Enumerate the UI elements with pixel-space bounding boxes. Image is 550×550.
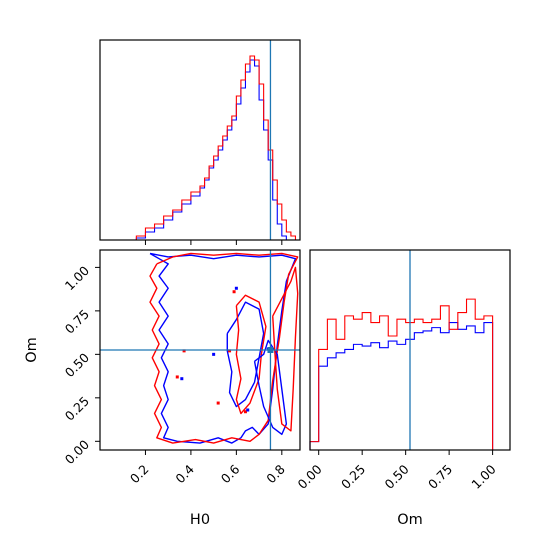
- scatter-ytick-label-3: 0.75: [62, 306, 92, 336]
- om-hist-series-0: [309, 322, 510, 451]
- contour-0: [149, 252, 297, 444]
- panel-h0-om-contours: 0.2 0.4 0.6 0.8 0.00 0.25 0.50 0.75 1.00: [62, 249, 301, 487]
- h0-hist-frame: [99, 39, 301, 241]
- marker-0-3: [243, 410, 247, 414]
- marker-1-1: [234, 286, 238, 290]
- scatter-xtick-label-0: 0.2: [127, 462, 152, 487]
- scatter-xtick-label-2: 0.6: [218, 461, 243, 486]
- scatter-xtick-label-3: 0.8: [263, 461, 288, 486]
- marker-0-0: [182, 349, 186, 353]
- contour-5: [272, 266, 299, 432]
- marker-1-2: [246, 408, 250, 412]
- x-axis-label-h0: H0: [190, 512, 210, 528]
- marker-0-4: [216, 401, 220, 405]
- panel-h0-histogram: [99, 39, 301, 245]
- scatter-frame: [99, 249, 301, 451]
- scatter-truth-marker: [267, 347, 274, 353]
- om-hist-xtick-label-1: 0.25: [338, 462, 368, 492]
- om-hist-xtick-label-2: 0.50: [381, 461, 411, 491]
- scatter-ytick-label-0: 0.00: [62, 437, 92, 467]
- x-axis-label-om: Om: [397, 512, 423, 528]
- h0-hist-series-1: [100, 55, 300, 241]
- om-hist-frame: [309, 249, 511, 451]
- contour-3: [235, 294, 267, 415]
- marker-1-3: [180, 377, 184, 381]
- y-axis-label-om: Om: [24, 337, 40, 363]
- marker-1-0: [212, 352, 216, 356]
- om-hist-xtick-label-0: 0.00: [295, 461, 325, 491]
- contour-1: [149, 252, 299, 444]
- scatter-ytick-label-4: 1.00: [62, 263, 92, 293]
- scatter-ytick-label-2: 0.50: [62, 350, 92, 380]
- om-hist-xtick-label-4: 1.00: [468, 461, 498, 491]
- om-hist-series-1: [309, 298, 510, 451]
- scatter-xtick-label-1: 0.4: [172, 461, 197, 486]
- panel-om-histogram: 0.00 0.25 0.50 0.75 1.00: [295, 249, 511, 492]
- marker-0-1: [228, 349, 232, 353]
- contour-4: [253, 339, 288, 436]
- marker-0-2: [232, 290, 236, 294]
- marker-0-5: [175, 375, 179, 379]
- om-hist-xtick-label-3: 0.75: [425, 462, 455, 492]
- scatter-ytick-label-1: 0.25: [62, 393, 92, 423]
- contour-2: [226, 301, 265, 408]
